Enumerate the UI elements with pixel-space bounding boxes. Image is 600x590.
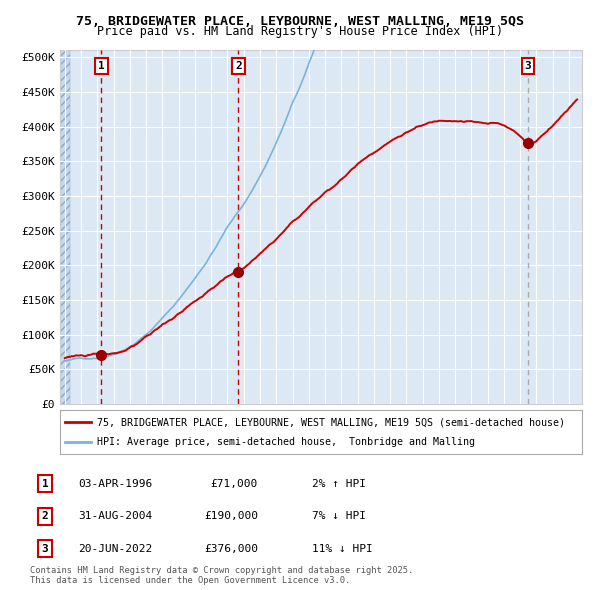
Text: £190,000: £190,000 bbox=[204, 512, 258, 521]
Text: 03-APR-1996: 03-APR-1996 bbox=[78, 479, 152, 489]
Text: 20-JUN-2022: 20-JUN-2022 bbox=[78, 544, 152, 553]
Text: 1: 1 bbox=[98, 61, 105, 71]
Text: 1: 1 bbox=[41, 479, 49, 489]
Text: £376,000: £376,000 bbox=[204, 544, 258, 553]
Text: Contains HM Land Registry data © Crown copyright and database right 2025.
This d: Contains HM Land Registry data © Crown c… bbox=[30, 566, 413, 585]
Text: 3: 3 bbox=[524, 61, 531, 71]
Text: 11% ↓ HPI: 11% ↓ HPI bbox=[312, 544, 373, 553]
Text: 2: 2 bbox=[235, 61, 242, 71]
Text: 3: 3 bbox=[41, 544, 49, 553]
Text: 75, BRIDGEWATER PLACE, LEYBOURNE, WEST MALLING, ME19 5QS (semi-detached house): 75, BRIDGEWATER PLACE, LEYBOURNE, WEST M… bbox=[97, 418, 565, 427]
Text: 7% ↓ HPI: 7% ↓ HPI bbox=[312, 512, 366, 521]
Text: HPI: Average price, semi-detached house,  Tonbridge and Malling: HPI: Average price, semi-detached house,… bbox=[97, 437, 475, 447]
Text: 75, BRIDGEWATER PLACE, LEYBOURNE, WEST MALLING, ME19 5QS: 75, BRIDGEWATER PLACE, LEYBOURNE, WEST M… bbox=[76, 15, 524, 28]
Text: £71,000: £71,000 bbox=[211, 479, 258, 489]
Text: Price paid vs. HM Land Registry's House Price Index (HPI): Price paid vs. HM Land Registry's House … bbox=[97, 25, 503, 38]
Text: 31-AUG-2004: 31-AUG-2004 bbox=[78, 512, 152, 521]
Text: 2: 2 bbox=[41, 512, 49, 521]
Text: 2% ↑ HPI: 2% ↑ HPI bbox=[312, 479, 366, 489]
